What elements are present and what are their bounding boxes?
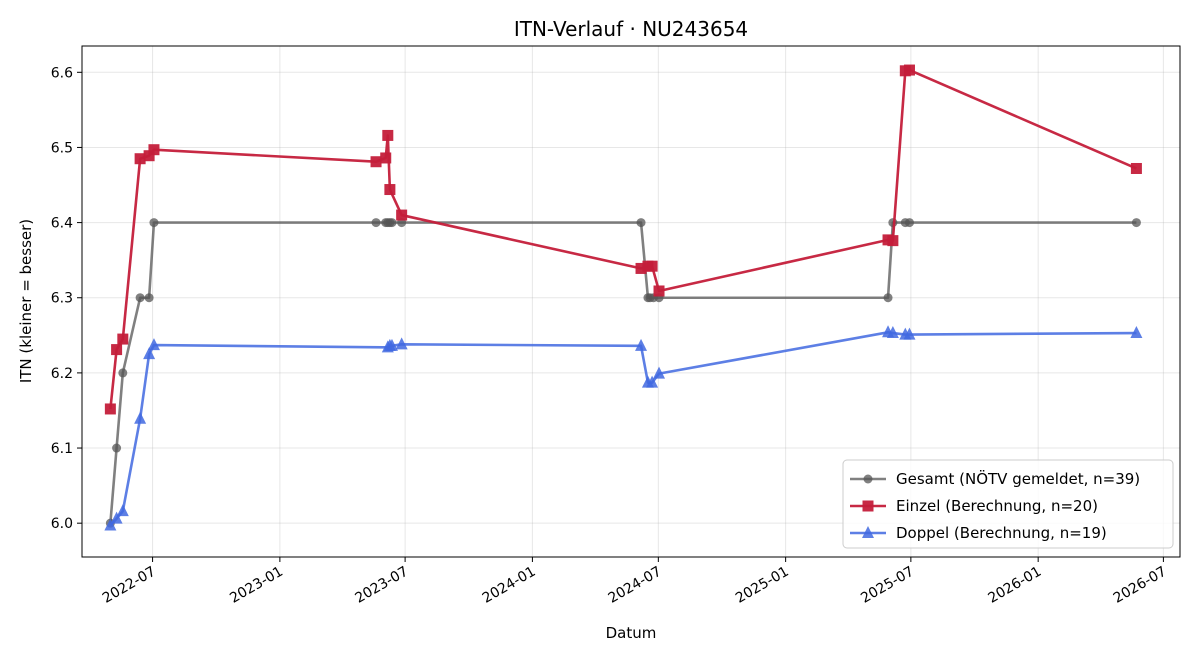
data-point: [118, 368, 128, 378]
data-point: [382, 129, 394, 141]
y-tick-label: 6.5: [51, 140, 73, 156]
series-circle: [105, 218, 1141, 528]
data-point: [396, 209, 408, 221]
data-point: [904, 218, 914, 228]
data-point: [135, 293, 145, 303]
legend: Gesamt (NÖTV gemeldet, n=39) Einzel (Bere…: [842, 459, 1174, 549]
data-point: [116, 504, 129, 517]
data-point: [147, 338, 160, 351]
data-point: [1130, 326, 1143, 339]
data-point: [887, 235, 899, 247]
y-tick-label: 6.1: [51, 441, 73, 457]
data-point: [903, 64, 915, 76]
data-point: [395, 337, 408, 350]
series-layer: [104, 64, 1143, 531]
data-point: [646, 260, 658, 272]
legend-marker: [862, 526, 874, 538]
data-point: [635, 338, 648, 351]
data-point: [112, 443, 122, 453]
legend-label: Doppel (Berechnung, n=19): [896, 524, 1107, 542]
data-point: [371, 218, 381, 228]
y-tick-label: 6.2: [51, 366, 73, 382]
y-tick-label: 6.6: [51, 65, 73, 81]
data-point: [143, 150, 155, 162]
data-point: [111, 344, 123, 356]
data-point: [385, 338, 398, 351]
data-point: [883, 293, 893, 303]
data-point: [370, 156, 382, 168]
data-point: [380, 152, 392, 164]
series-triangle: [104, 325, 1143, 531]
data-point: [1130, 162, 1142, 174]
data-point: [1131, 218, 1141, 228]
legend-box: [842, 459, 1174, 549]
data-point: [635, 262, 647, 274]
data-point: [653, 366, 666, 379]
legend-marker: [862, 500, 874, 512]
legend-entry: Doppel (Berechnung, n=19): [850, 524, 1107, 542]
data-point: [384, 184, 396, 196]
data-point: [646, 375, 659, 388]
data-point: [653, 285, 665, 297]
plot-area-frame: [81, 45, 1181, 558]
data-point: [143, 347, 156, 360]
legend-label: Einzel (Berechnung, n=20): [896, 497, 1098, 515]
y-tick-label: 6.3: [51, 291, 73, 307]
data-point: [144, 293, 154, 303]
legend-entry: Einzel (Berechnung, n=20): [850, 497, 1098, 515]
data-point: [636, 218, 646, 228]
data-point: [149, 218, 159, 228]
data-point: [110, 511, 123, 524]
legend-marker: [863, 474, 873, 484]
data-point: [104, 403, 116, 415]
data-point: [104, 518, 117, 531]
series-square: [104, 64, 1142, 415]
legend-label: Gesamt (NÖTV gemeldet, n=39): [896, 469, 1140, 488]
legend-entry: Gesamt (NÖTV gemeldet, n=39): [850, 469, 1140, 488]
y-tick-label: 6.4: [51, 216, 73, 232]
chart-title: ITN-Verlauf · NU243654: [514, 17, 748, 41]
y-tick-label: 6.0: [51, 516, 73, 532]
y-axis-title: ITN (kleiner = besser): [17, 219, 35, 383]
y-axis-ticks: 6.0 6.1 6.2 6.3 6.4 6.5 6.6: [51, 65, 82, 532]
data-point: [903, 327, 916, 340]
data-point: [148, 144, 160, 156]
x-axis-title: Datum: [606, 624, 657, 642]
data-point: [117, 333, 129, 345]
data-point: [134, 153, 146, 165]
data-point: [134, 411, 147, 424]
data-point: [886, 326, 899, 339]
data-point: [387, 218, 397, 228]
